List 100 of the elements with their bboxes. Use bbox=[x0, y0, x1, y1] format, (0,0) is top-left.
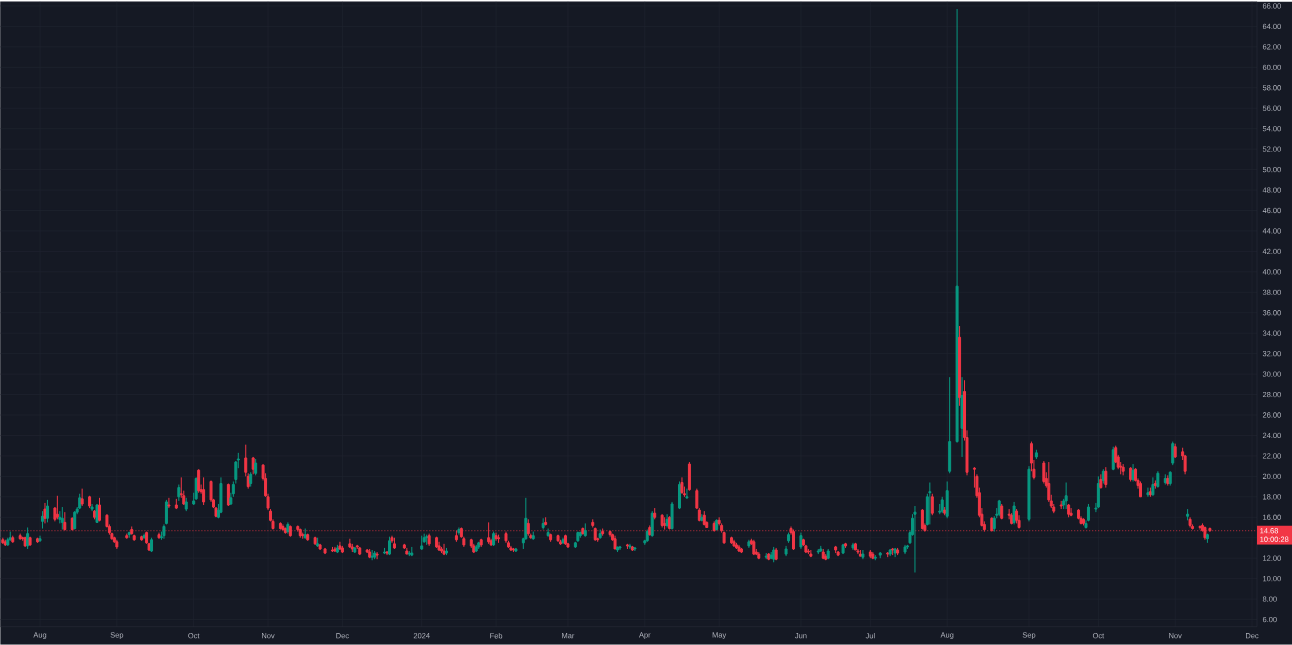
candlestick bbox=[55, 495, 59, 520]
candlestick bbox=[945, 481, 949, 519]
candlestick bbox=[886, 551, 890, 558]
candlestick bbox=[1168, 470, 1172, 487]
candlestick bbox=[316, 537, 320, 548]
candlestick bbox=[546, 528, 550, 538]
candlestick bbox=[739, 547, 743, 554]
candlestick bbox=[1069, 507, 1073, 517]
candlestick bbox=[1064, 482, 1068, 510]
candlestick bbox=[174, 498, 178, 510]
candlestick bbox=[784, 545, 788, 557]
candlestick bbox=[11, 535, 15, 544]
candlestick bbox=[787, 532, 791, 544]
candlestick bbox=[1104, 466, 1108, 489]
candlestick bbox=[115, 539, 119, 550]
candlestick bbox=[219, 477, 223, 514]
candlestick bbox=[541, 517, 545, 531]
candlestick bbox=[405, 547, 409, 555]
candlestick bbox=[1059, 500, 1063, 510]
candlestick bbox=[826, 548, 830, 560]
candlestick bbox=[28, 536, 32, 547]
candlestick bbox=[254, 458, 258, 476]
candlestick bbox=[824, 553, 828, 561]
candlestick bbox=[816, 548, 820, 555]
candlestick bbox=[757, 551, 761, 560]
candlestick bbox=[98, 497, 101, 523]
candlestick bbox=[700, 513, 704, 523]
candlestick bbox=[1166, 475, 1170, 487]
candlestick bbox=[340, 545, 344, 554]
candlestick bbox=[437, 541, 441, 552]
candlestick bbox=[633, 546, 637, 552]
candlestick bbox=[350, 543, 354, 553]
candlestick bbox=[479, 538, 483, 548]
candlestick bbox=[162, 524, 166, 540]
candlestick bbox=[861, 549, 865, 560]
candlestick bbox=[1042, 460, 1046, 485]
candlestick bbox=[60, 506, 64, 531]
candlestick bbox=[132, 534, 136, 542]
candlestick bbox=[338, 541, 342, 551]
candlestick bbox=[591, 518, 595, 529]
candlestick bbox=[930, 493, 934, 516]
candlestick bbox=[407, 550, 411, 557]
candlestick bbox=[1099, 473, 1103, 490]
candlestick bbox=[184, 497, 188, 512]
candlestick bbox=[958, 325, 962, 407]
candlestick bbox=[653, 507, 657, 520]
candlestick bbox=[385, 550, 389, 556]
candlestick bbox=[88, 495, 92, 509]
candlestick bbox=[844, 542, 848, 549]
candlestick bbox=[440, 546, 444, 554]
candlestick bbox=[286, 522, 290, 535]
candlestick bbox=[410, 546, 414, 557]
candlestick bbox=[477, 541, 481, 550]
candlestick bbox=[948, 376, 952, 474]
candlestick bbox=[388, 536, 391, 556]
candlestick bbox=[249, 471, 253, 488]
candlestick bbox=[549, 533, 553, 543]
candlestick bbox=[841, 543, 845, 555]
candlestick bbox=[313, 536, 317, 546]
candlestick bbox=[625, 543, 629, 550]
candlestick bbox=[167, 497, 171, 509]
candlestick bbox=[873, 554, 877, 561]
candlestick bbox=[819, 545, 823, 553]
candlestick bbox=[365, 548, 369, 554]
candlestick bbox=[1027, 465, 1031, 523]
candlestick bbox=[80, 488, 84, 507]
candlestick bbox=[358, 546, 362, 556]
candlestick bbox=[906, 544, 910, 550]
candlestick bbox=[1173, 443, 1177, 459]
candlestick bbox=[1077, 508, 1081, 520]
candlestick bbox=[150, 537, 154, 553]
candlestick bbox=[834, 545, 838, 554]
candlestick bbox=[878, 551, 882, 559]
candlestick bbox=[1007, 508, 1011, 520]
candlestick bbox=[809, 549, 813, 558]
candlestick bbox=[445, 547, 448, 556]
candlestick bbox=[1153, 480, 1157, 490]
candlestick bbox=[1188, 516, 1192, 529]
candlestick bbox=[244, 444, 248, 478]
candlestick bbox=[1034, 449, 1038, 460]
candlestick bbox=[598, 529, 602, 540]
candlestick bbox=[331, 546, 334, 553]
candlestick bbox=[680, 477, 684, 495]
candlestick bbox=[457, 527, 461, 536]
candlestick bbox=[43, 502, 47, 525]
candlestick bbox=[764, 552, 768, 560]
candlestick bbox=[806, 548, 810, 555]
candlestick bbox=[660, 513, 664, 529]
candlestick bbox=[348, 538, 352, 549]
candlestick bbox=[353, 546, 357, 554]
candlestick bbox=[1015, 508, 1019, 525]
candlestick bbox=[544, 516, 548, 527]
candlestick bbox=[735, 542, 738, 550]
candlestick bbox=[928, 482, 932, 526]
candlestick bbox=[1186, 508, 1190, 521]
candlestick bbox=[871, 551, 875, 560]
candlestick bbox=[1000, 503, 1004, 520]
candlestick bbox=[1171, 441, 1175, 466]
candlestick bbox=[497, 534, 501, 544]
candlestick bbox=[78, 493, 82, 510]
